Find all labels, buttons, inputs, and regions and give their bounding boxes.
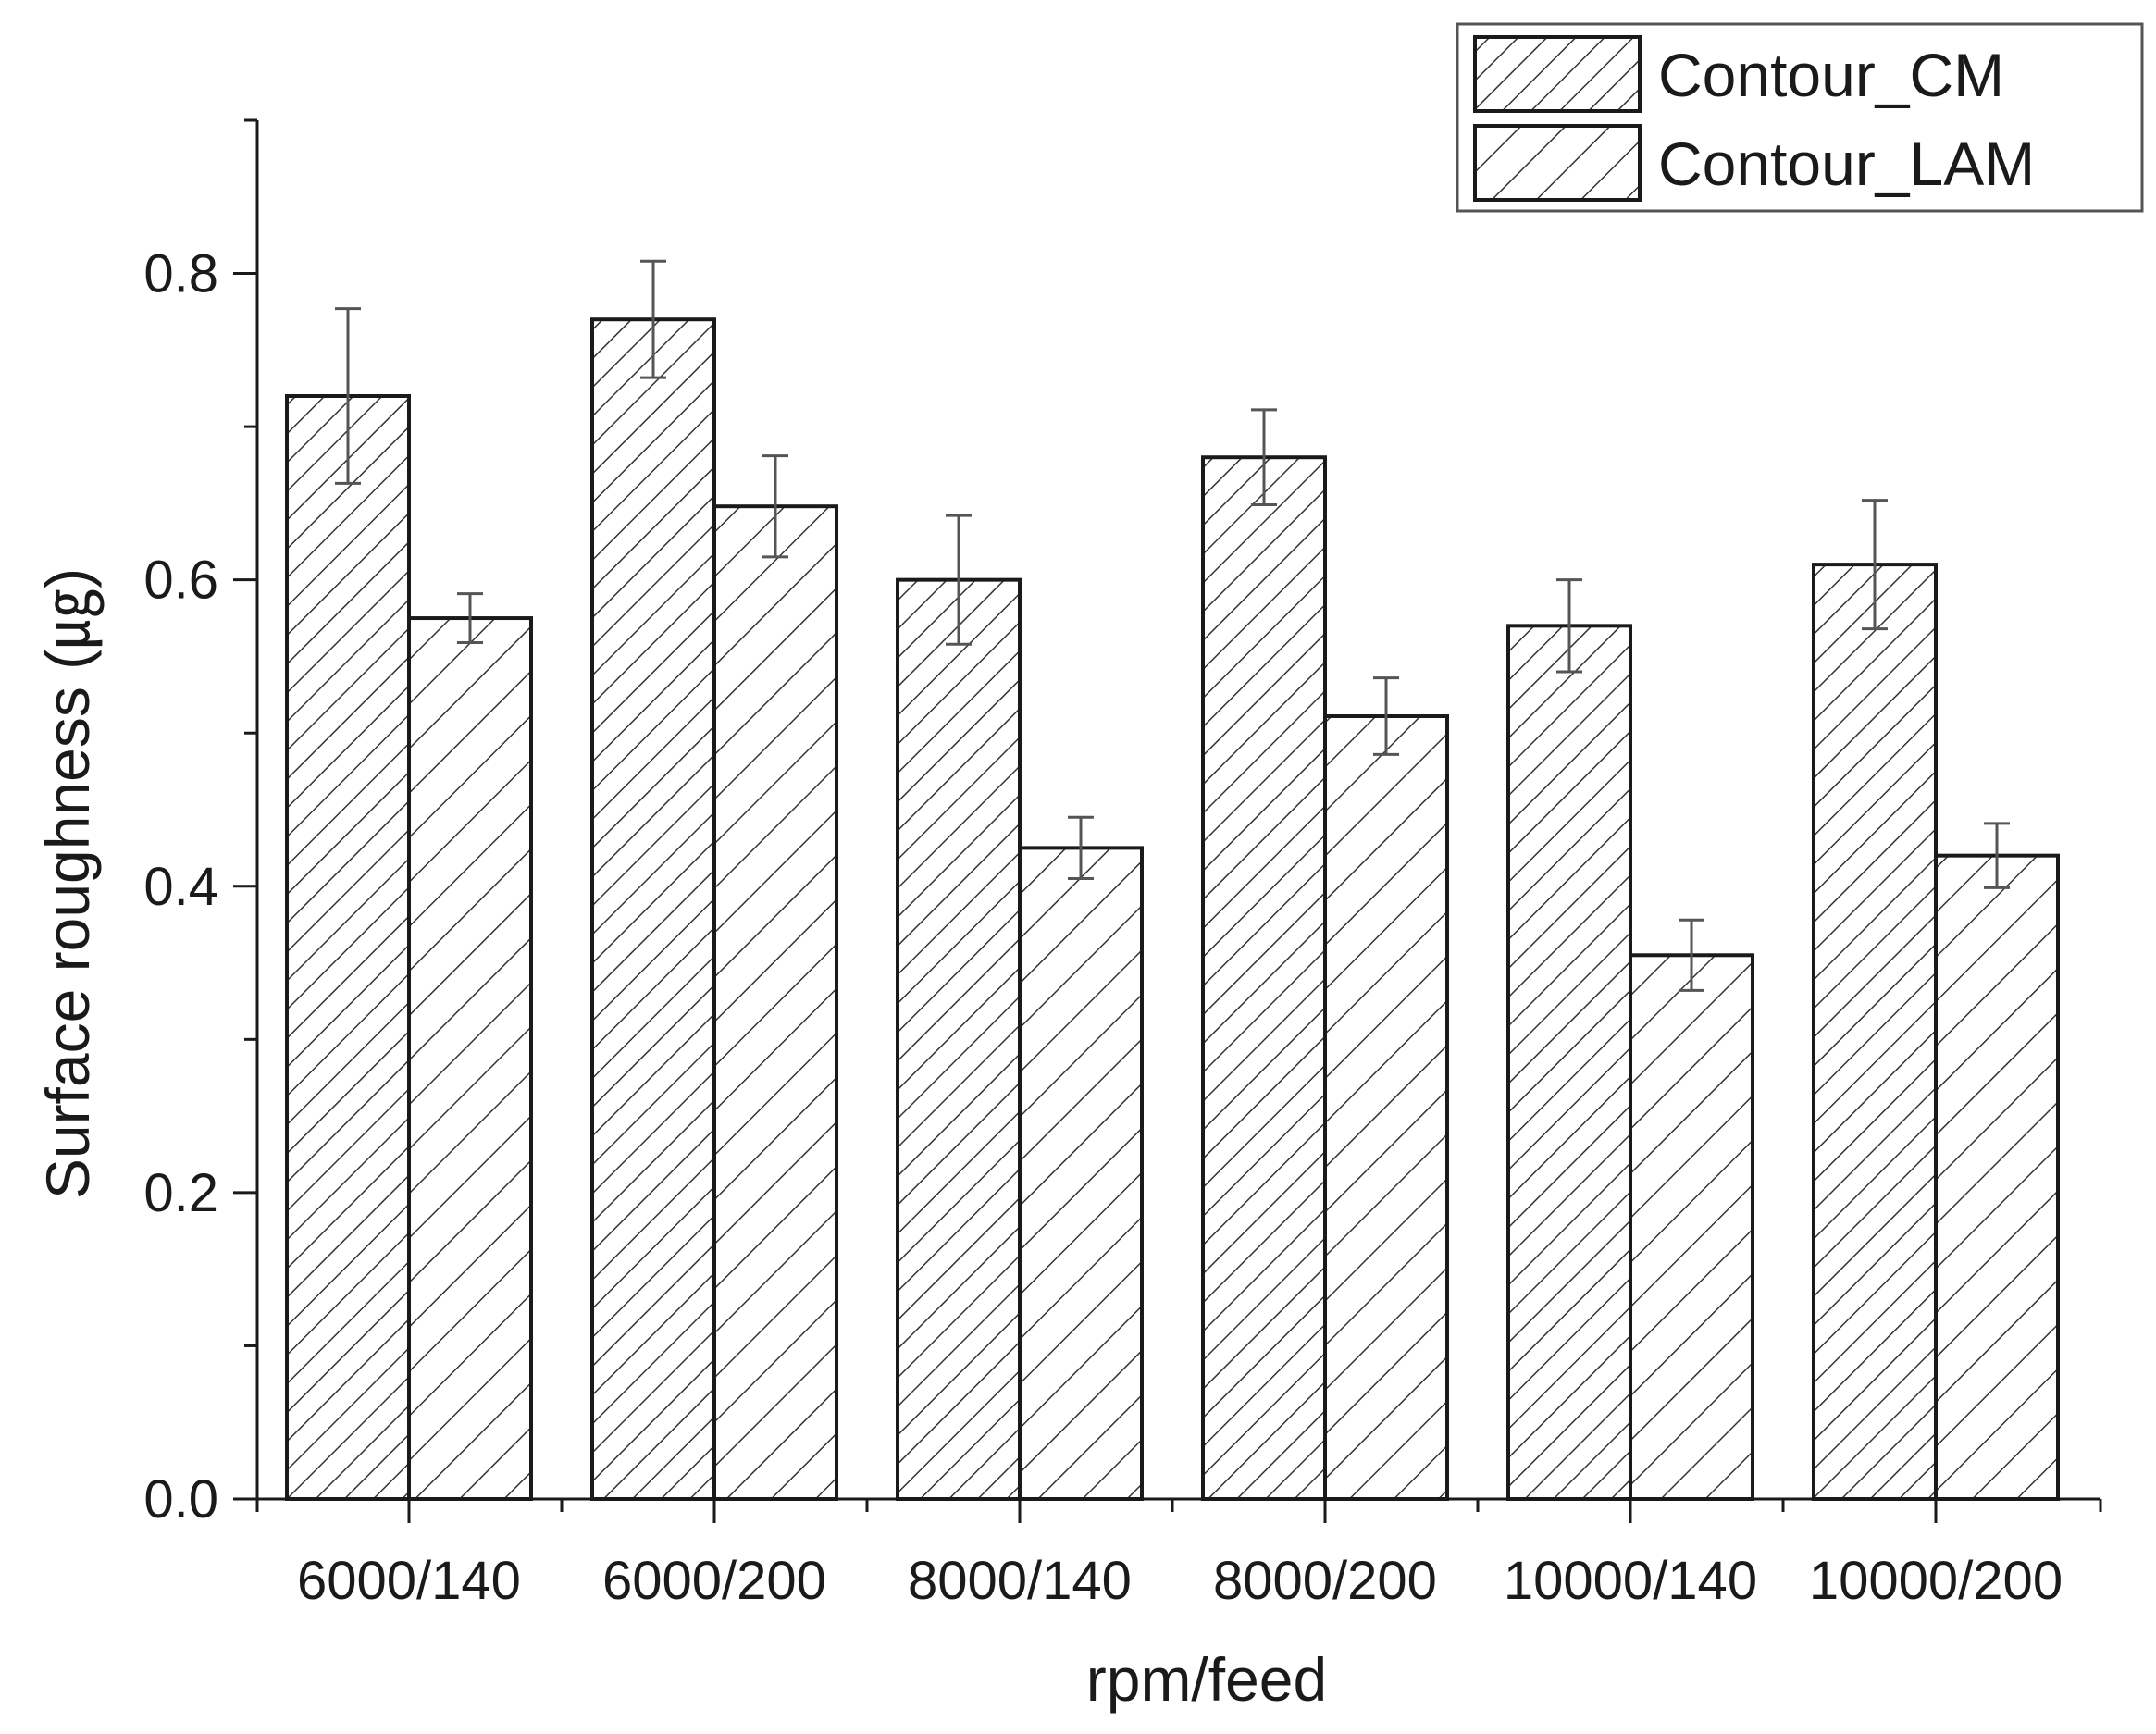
y-axis-title: Surface roughness (㎍) — [33, 568, 105, 1199]
y-tick-label: 0.6 — [143, 551, 218, 611]
x-tick-label: 8000/200 — [1213, 1551, 1437, 1611]
x-tick-label: 6000/140 — [297, 1551, 521, 1611]
error-bars-layer — [335, 259, 2010, 992]
bar-contour-cm-8000-200 — [1201, 455, 1327, 1502]
x-tick-label: 8000/140 — [908, 1551, 1132, 1611]
x-axis-title: rpm/feed — [1086, 1645, 1327, 1714]
bar-contour-lam-10000-140 — [1629, 953, 1754, 1502]
y-tick-label: 0.8 — [143, 244, 218, 304]
bar-contour-lam-8000-200 — [1323, 714, 1449, 1501]
bar-contour-lam-6000-200 — [712, 504, 838, 1502]
legend-label-contour-lam: Contour_LAM — [1658, 130, 2035, 198]
bar-contour-cm-8000-140 — [896, 577, 1022, 1501]
bar-contour-cm-6000-140 — [285, 394, 411, 1501]
legend-label-contour-cm: Contour_CM — [1658, 41, 2004, 109]
labels-layer: rpm/feed Surface roughness (㎍) — [33, 568, 1327, 1714]
bar-contour-cm-10000-200 — [1812, 563, 1938, 1501]
x-tick-label: 10000/140 — [1504, 1551, 1757, 1611]
bar-contour-lam-6000-140 — [407, 616, 533, 1501]
axes-layer: 6000/140 6000/200 8000/140 8000/200 10000/14… — [143, 118, 2102, 1611]
bar-contour-lam-8000-140 — [1018, 846, 1144, 1501]
x-tick-label: 10000/200 — [1809, 1551, 2063, 1611]
x-tick-label: 6000/200 — [602, 1551, 826, 1611]
bar-contour-lam-10000-200 — [1934, 853, 2060, 1501]
y-tick-label: 0.0 — [143, 1469, 218, 1530]
legend-swatch-contour-lam — [1473, 124, 1642, 202]
y-tick-label: 0.2 — [143, 1163, 218, 1223]
legend-swatch-contour-cm — [1473, 35, 1642, 113]
bar-contour-cm-10000-140 — [1506, 624, 1632, 1501]
bars-layer — [285, 317, 2060, 1502]
y-tick-label: 0.4 — [143, 857, 218, 917]
bar-contour-cm-6000-200 — [590, 317, 716, 1502]
legend: Contour_CM Contour_LAM — [1456, 22, 2144, 213]
